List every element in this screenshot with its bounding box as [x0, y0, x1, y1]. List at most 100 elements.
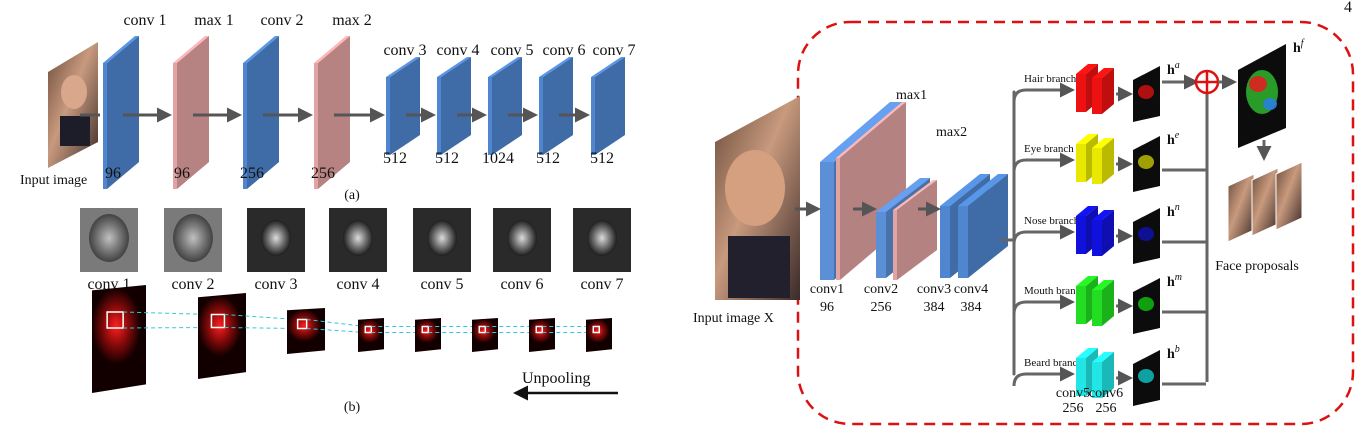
feature-thumbnail: [164, 208, 222, 272]
caption-a: (a): [344, 188, 360, 203]
layer-size-label: 1024: [482, 150, 514, 167]
heatmap: [529, 318, 594, 352]
trunk-layer-name: conv1: [810, 282, 844, 297]
branch-eye: Eye branch he: [1012, 130, 1206, 192]
layer-name-label: conv 2: [260, 12, 303, 29]
branch-heatmap: [1133, 136, 1160, 192]
layer-size-label: 512: [383, 150, 407, 167]
trunk-layer-size: 96: [820, 300, 834, 315]
unpooling-heatmaps: [92, 285, 612, 393]
fusion-output: hf Face proposals: [1162, 38, 1305, 382]
branch-conv6: [1092, 138, 1114, 184]
branch-heatmap: [1133, 278, 1160, 334]
layer-conv3: [386, 57, 420, 155]
layer-conv4: [437, 57, 471, 155]
layer-size-label: 256: [240, 165, 264, 182]
heatmap: [586, 318, 612, 352]
branch-mouth: Mouth branch hm: [1012, 272, 1206, 334]
part-branches: Hair branch ha Eye branch he Nose branch hn Mo…: [1000, 60, 1206, 416]
branch-conv6: [1092, 210, 1114, 256]
page-number: 4: [1344, 0, 1352, 16]
layer-max2: [314, 36, 350, 189]
layer-size-label: 96: [105, 165, 121, 182]
layer-size-label: 512: [435, 150, 459, 167]
layer-name-label: conv 5: [490, 42, 533, 59]
branch-label: Nose branch: [1024, 215, 1080, 227]
branch-label: Beard branch: [1024, 357, 1083, 369]
layer-name-label: conv 1: [123, 12, 166, 29]
trunk-layer-size: 384: [924, 300, 945, 315]
heatmap: [472, 318, 537, 352]
branch-label: Mouth branch: [1024, 285, 1087, 297]
h-symbol: hb: [1167, 344, 1180, 362]
feature-map-label: conv 7: [580, 276, 623, 293]
caption-b: (b): [344, 400, 361, 415]
layer-name-label: max 2: [332, 12, 372, 29]
layer-name-label: conv 4: [436, 42, 479, 59]
heatmap: [358, 318, 423, 352]
feature-thumbnail: [247, 208, 305, 272]
layer-size-label: 512: [590, 150, 614, 167]
branch-conv6: [1092, 352, 1114, 398]
conv6-size: 256: [1096, 401, 1117, 416]
h-symbol: ha: [1167, 60, 1180, 78]
input-image-thumbnail: [48, 42, 98, 168]
fused-heatmap: [1238, 44, 1286, 148]
trunk-layers: max1 max2 conv1 96 conv2 256 conv3 384 conv4 384: [795, 88, 1008, 315]
feature-thumbnail: [493, 208, 551, 272]
max2-label: max2: [936, 125, 967, 140]
branch-hair: Hair branch ha: [1012, 60, 1180, 122]
layer-max1: [173, 36, 209, 189]
conv5-size: 256: [1063, 401, 1084, 416]
layer-size-label: 96: [174, 165, 190, 182]
layer-conv5: [488, 57, 522, 155]
heatmap: [198, 293, 298, 379]
layer-name-label: conv 7: [592, 42, 635, 59]
feature-thumbnail: [413, 208, 471, 272]
feature-thumbnail: [80, 208, 138, 272]
trunk-layer-name: conv2: [864, 282, 898, 297]
h-symbol: hn: [1167, 202, 1180, 220]
layer-conv7: [591, 57, 625, 155]
input-image-x-label: Input image X: [693, 311, 774, 326]
branch-label: Hair branch: [1024, 73, 1077, 85]
branch-label: Eye branch: [1024, 143, 1074, 155]
heatmap: [287, 308, 366, 354]
layer-name-label: max 1: [194, 12, 234, 29]
heatmap: [415, 318, 480, 352]
unpooling-label: Unpooling: [522, 370, 590, 387]
feature-map-label: conv 6: [500, 276, 543, 293]
h-symbol: he: [1167, 130, 1180, 148]
trunk-layer-name: conv3: [917, 282, 951, 297]
face-proposals-label: Face proposals: [1215, 259, 1299, 274]
sum-operator-icon: [1194, 69, 1220, 95]
feature-thumbnail: [329, 208, 387, 272]
trunk-layer-name: conv4: [954, 282, 988, 297]
layer-conv6: [539, 57, 573, 155]
max1-label: max1: [896, 88, 927, 103]
layer-stack-a: conv 1 96 max 1 96 conv 2 256 max 2 256 conv 3 51…: [80, 12, 636, 189]
conv6-name: conv6: [1089, 386, 1123, 401]
trunk-conv4: [958, 174, 1008, 278]
branch-conv6: [1092, 280, 1114, 326]
layer-size-label: 256: [311, 165, 335, 182]
h-symbol: hm: [1167, 272, 1182, 290]
branch-heatmap: [1133, 66, 1160, 122]
layer-conv2: [243, 36, 279, 189]
conv5-name: conv5: [1056, 386, 1090, 401]
heatmap: [92, 285, 212, 393]
face-proposal-images: [1227, 161, 1303, 243]
feature-map-label: conv 5: [420, 276, 463, 293]
hf-symbol: hf: [1293, 38, 1305, 56]
branch-conv6: [1092, 68, 1114, 114]
layer-name-label: conv 6: [542, 42, 585, 59]
branch-heatmap: [1133, 208, 1160, 264]
branch-beard: Beard branch hb: [1012, 344, 1206, 406]
input-image-label: Input image: [20, 173, 87, 188]
trunk-layer-size: 384: [961, 300, 982, 315]
branch-heatmap: [1133, 350, 1160, 406]
layer-name-label: conv 3: [383, 42, 426, 59]
branch-nose: Nose branch hn: [1012, 202, 1206, 264]
feature-map-label: conv 3: [254, 276, 297, 293]
